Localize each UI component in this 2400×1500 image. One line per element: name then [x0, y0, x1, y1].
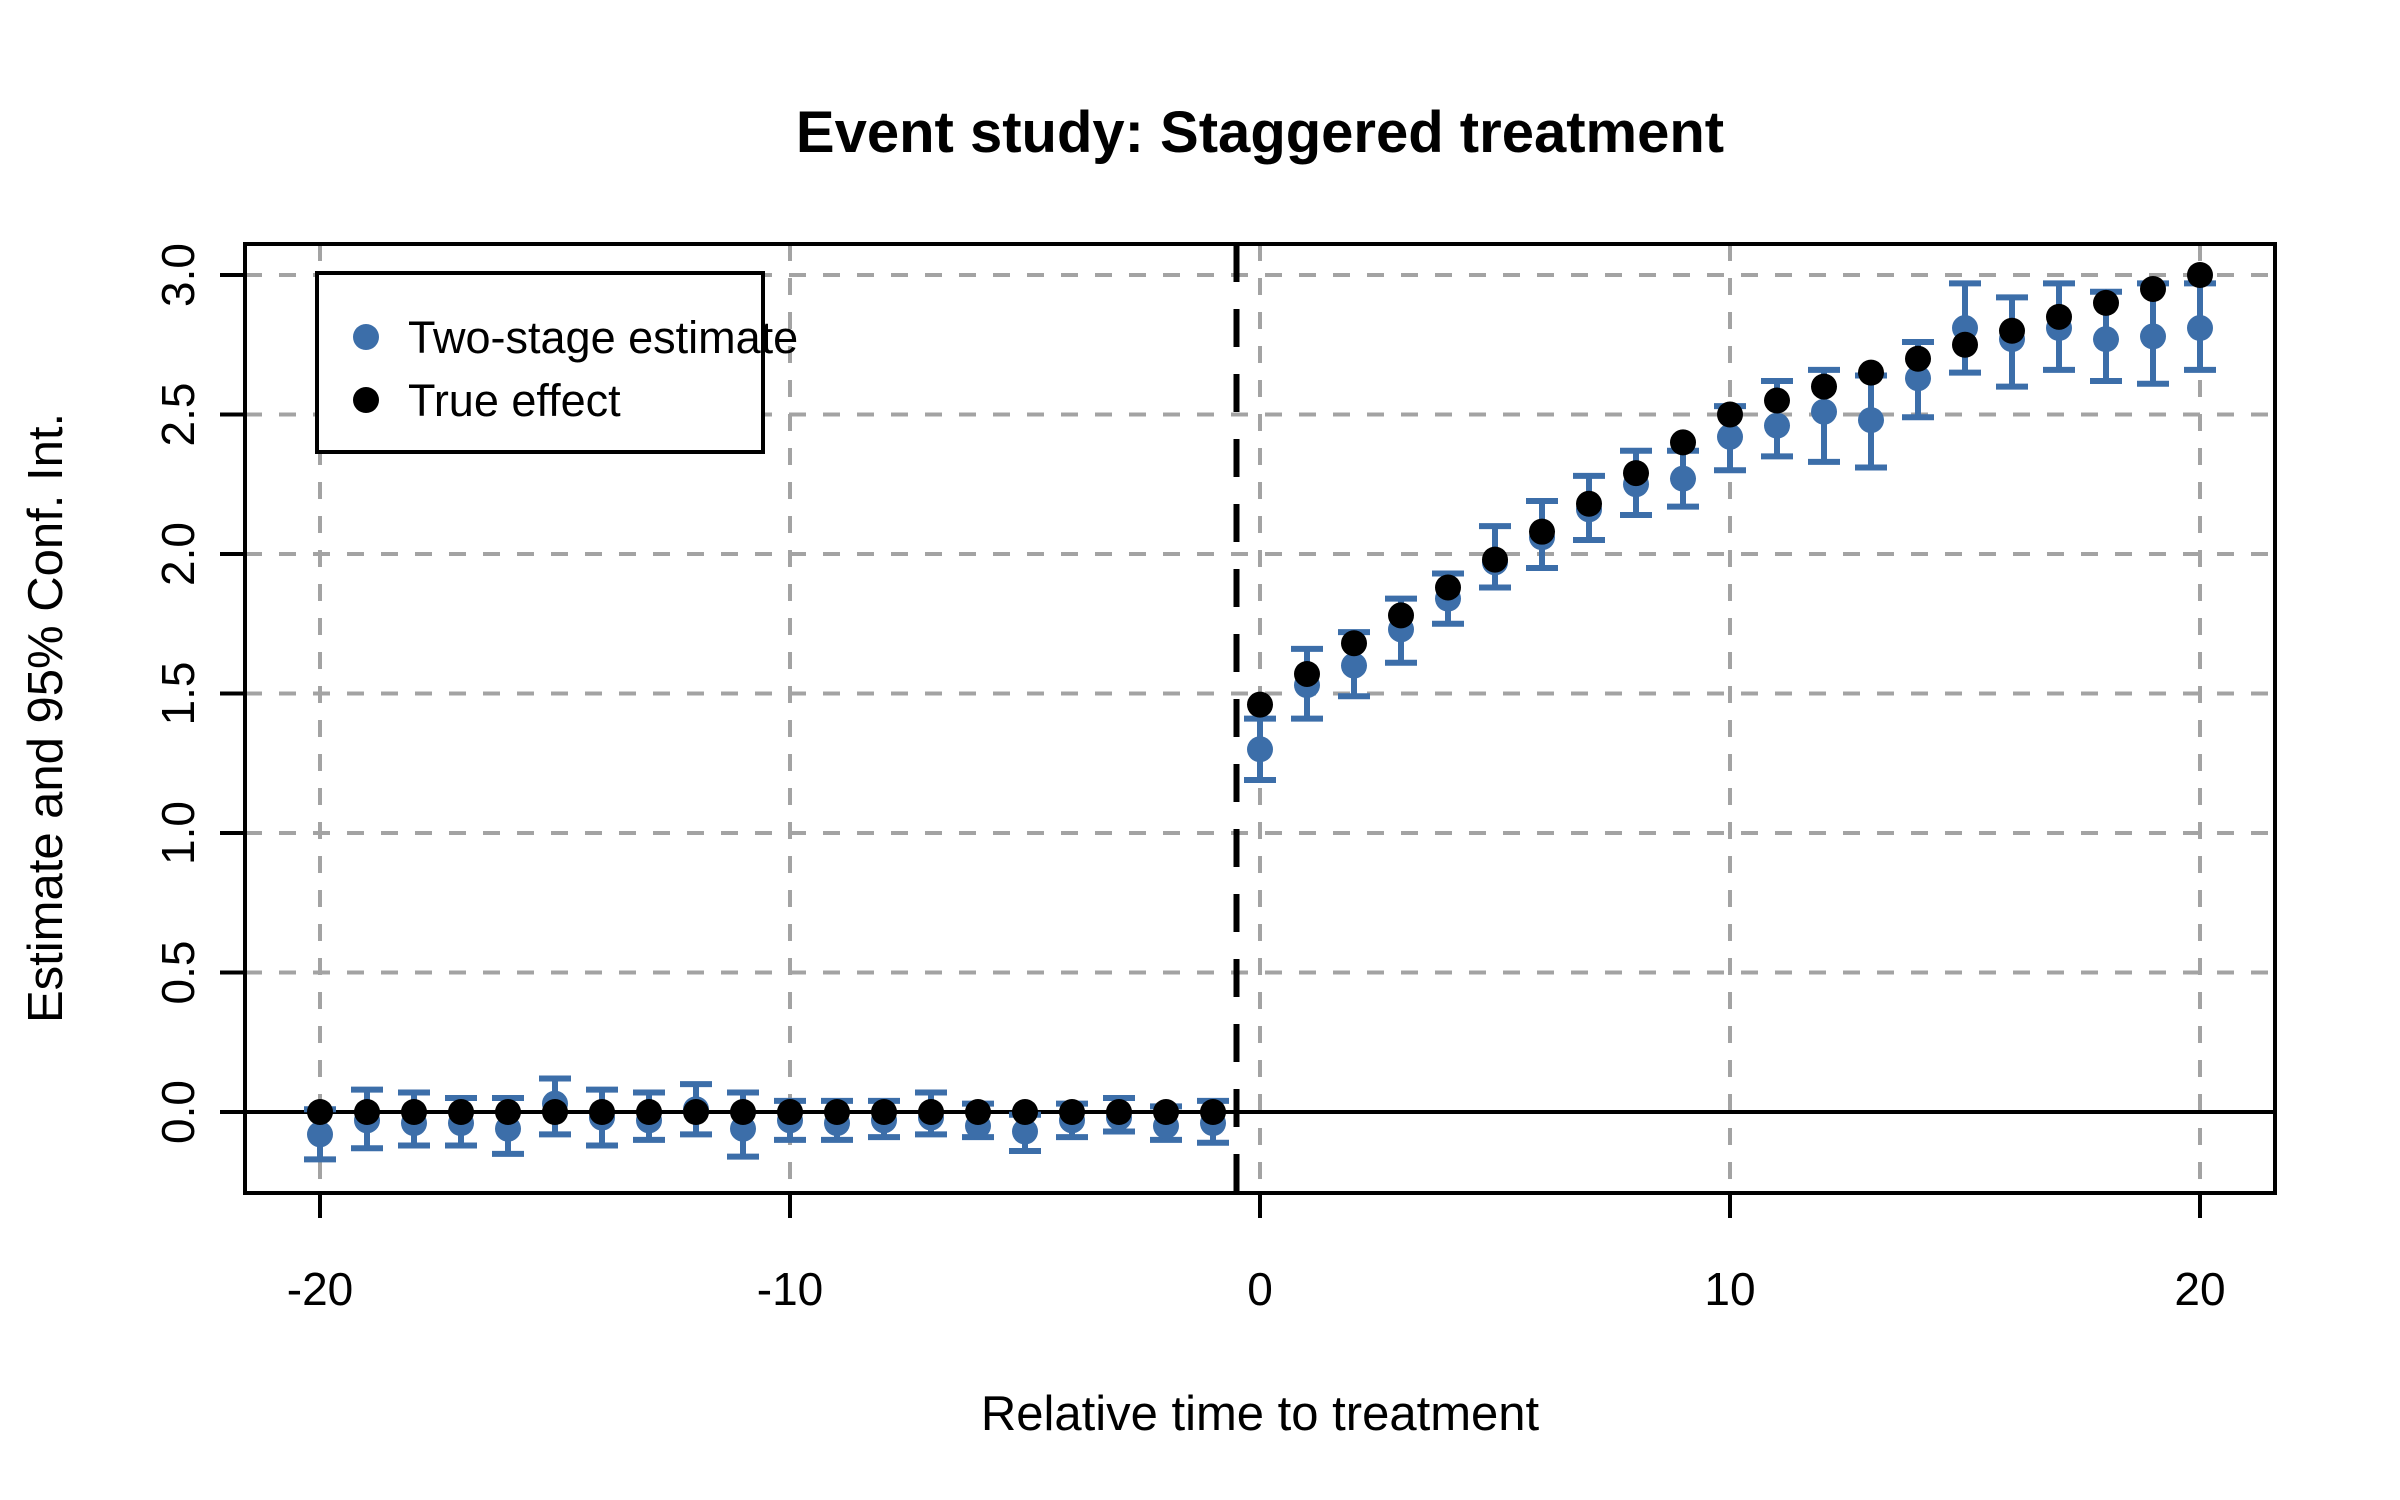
true-effect-point — [495, 1099, 521, 1125]
true-effect-point — [1388, 602, 1414, 629]
true-effect-point — [448, 1099, 474, 1125]
y-tick-label: 1.5 — [152, 662, 204, 726]
true-effect-point — [965, 1099, 991, 1125]
true-effect-point — [777, 1099, 803, 1125]
true-effect-point — [824, 1099, 850, 1125]
true-effect-point — [683, 1099, 709, 1125]
true-effect-point — [730, 1099, 756, 1125]
true-effect-point — [2046, 303, 2072, 330]
x-tick-label: -20 — [287, 1263, 353, 1315]
true-effect-point — [1576, 490, 1602, 517]
y-tick-label: 3.0 — [152, 243, 204, 307]
legend-dot-true-effect — [353, 387, 379, 413]
true-effect-point — [542, 1099, 568, 1125]
estimate-point — [1670, 465, 1696, 492]
true-effect-point — [2140, 275, 2166, 302]
data-layer — [304, 262, 2216, 1163]
estimate-point — [2140, 323, 2166, 350]
true-effect-point — [1670, 429, 1696, 456]
x-axis-title: Relative time to treatment — [981, 1387, 1540, 1441]
y-tick-label: 2.5 — [152, 383, 204, 447]
true-effect-point — [1012, 1099, 1038, 1125]
estimate-point — [307, 1121, 333, 1148]
y-tick-label: 2.0 — [152, 522, 204, 586]
true-effect-point — [1717, 401, 1743, 428]
true-effect-point — [1059, 1099, 1085, 1125]
true-effect-point — [589, 1099, 615, 1125]
true-effect-point — [1999, 317, 2025, 344]
chart-title: Event study: Staggered treatment — [796, 100, 1724, 165]
estimate-point — [1764, 412, 1790, 439]
gridlines-layer — [245, 244, 2275, 1193]
true-effect-point — [401, 1099, 427, 1125]
estimate-point — [1858, 407, 1884, 434]
true-effect-point — [1623, 460, 1649, 487]
y-tick-label: 1.0 — [152, 801, 204, 865]
true-effect-point — [1200, 1099, 1226, 1125]
y-tick-label: 0.0 — [152, 1080, 204, 1144]
true-effect-point — [1106, 1099, 1132, 1125]
true-effect-point — [1482, 546, 1508, 573]
true-effect-point — [636, 1099, 662, 1125]
estimate-point — [1905, 365, 1931, 392]
true-effect-point — [1529, 518, 1555, 545]
estimate-point — [2187, 315, 2213, 342]
estimate-point — [1247, 736, 1273, 763]
true-effect-point — [1435, 574, 1461, 601]
true-effect-point — [1905, 345, 1931, 372]
true-effect-point — [1952, 331, 1978, 358]
x-tick-label: 20 — [2174, 1263, 2225, 1315]
true-effect-point — [1764, 387, 1790, 414]
legend-label-true-effect: True effect — [408, 375, 621, 426]
y-tick-label: 0.5 — [152, 941, 204, 1005]
true-effect-point — [1294, 660, 1320, 687]
true-effect-point — [307, 1099, 333, 1125]
estimate-point — [2093, 326, 2119, 353]
true-effect-point — [871, 1099, 897, 1125]
true-effect-point — [918, 1099, 944, 1125]
true-effect-point — [354, 1099, 380, 1125]
reference-lines-layer — [245, 244, 2275, 1193]
estimate-point — [1341, 652, 1367, 679]
true-effect-point — [1153, 1099, 1179, 1125]
true-effect-point — [1247, 691, 1273, 718]
x-tick-label: -10 — [757, 1263, 823, 1315]
true-effect-point — [1341, 630, 1367, 657]
y-axis-title: Estimate and 95% Conf. Int. — [19, 413, 73, 1023]
estimate-point — [1012, 1118, 1038, 1145]
legend-dot-two-stage — [353, 324, 379, 350]
legend: Two-stage estimate True effect — [315, 271, 798, 454]
estimate-point — [1811, 398, 1837, 425]
true-effect-point — [2093, 289, 2119, 316]
x-tick-label: 0 — [1247, 1263, 1273, 1315]
axis-ticks-layer: -20 -10 0 10 20 0.0 0.5 1.0 1.5 2.0 2.5 3.0 — [152, 243, 2226, 1315]
true-effect-point — [1811, 373, 1837, 400]
legend-label-two-stage: Two-stage estimate — [408, 312, 798, 363]
x-tick-label: 10 — [1704, 1263, 1755, 1315]
estimate-point — [1717, 423, 1743, 450]
true-effect-point — [2187, 262, 2213, 288]
legend-box — [315, 271, 765, 454]
true-effect-point — [1858, 359, 1884, 386]
